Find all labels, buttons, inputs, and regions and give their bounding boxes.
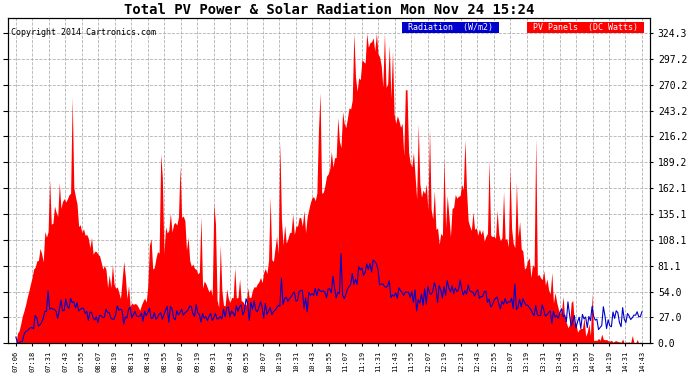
- Title: Total PV Power & Solar Radiation Mon Nov 24 15:24: Total PV Power & Solar Radiation Mon Nov…: [124, 3, 534, 17]
- Text: PV Panels  (DC Watts): PV Panels (DC Watts): [528, 23, 643, 32]
- Text: Radiation  (W/m2): Radiation (W/m2): [403, 23, 497, 32]
- Text: Copyright 2014 Cartronics.com: Copyright 2014 Cartronics.com: [11, 28, 156, 37]
